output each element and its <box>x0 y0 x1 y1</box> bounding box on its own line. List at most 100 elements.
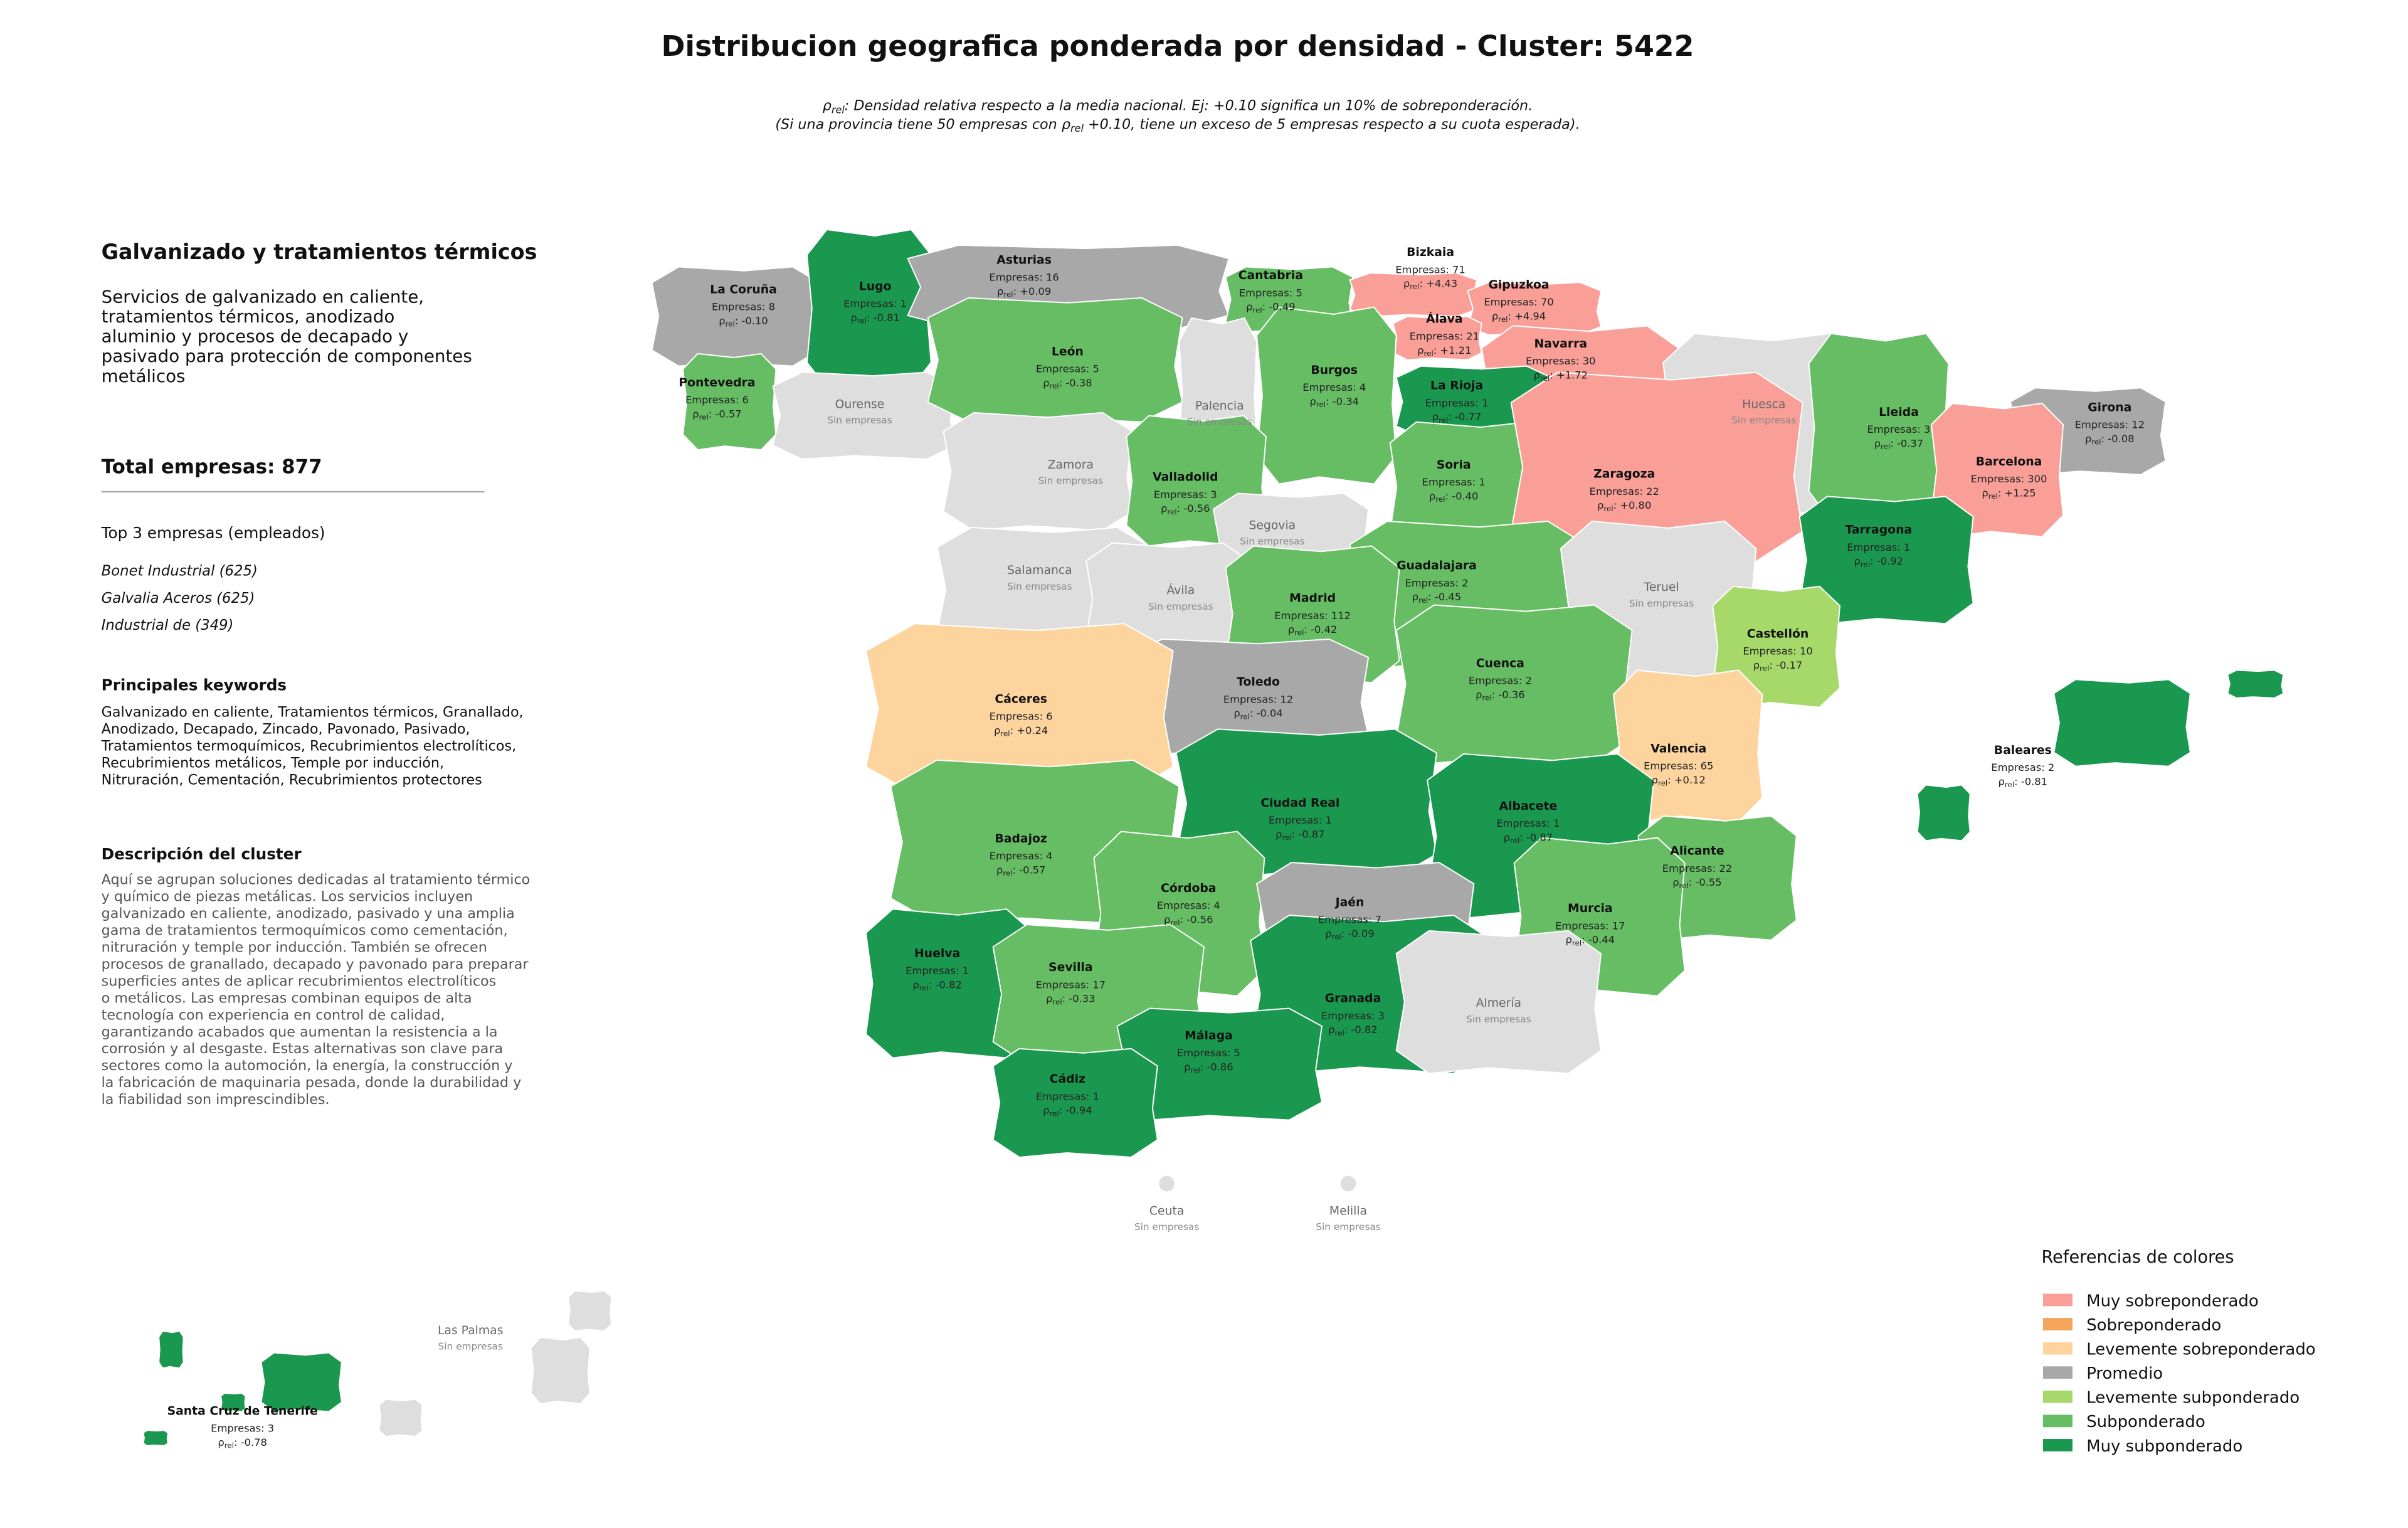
legend-swatch <box>2042 1293 2073 1307</box>
province-name: Jaén <box>1334 896 1365 909</box>
rho-sep: : <box>1519 831 1526 843</box>
province-shape <box>1256 306 1397 485</box>
rho-sep: : <box>1890 437 1897 449</box>
province-name: Granada <box>1325 992 1381 1005</box>
no-data-label: Sin empresas <box>1134 1221 1199 1233</box>
no-data-label: Sin empresas <box>1466 1014 1531 1025</box>
province-count: Empresas: 71 <box>1395 263 1465 275</box>
province-count: Empresas: 6 <box>990 711 1053 723</box>
rho-sub: rel <box>1316 400 1326 409</box>
rho-sep: : <box>1613 499 1620 511</box>
rho-value: -0.33 <box>1069 993 1095 1005</box>
legend-label: Levemente subponderado <box>2086 1389 2300 1408</box>
rho-value: -0.78 <box>241 1436 267 1448</box>
province-count: Empresas: 4 <box>990 850 1053 862</box>
province-name: Santa Cruz de Tenerife <box>167 1404 318 1418</box>
subtitle-text: : Densidad relativa respecto a la media … <box>845 98 1533 114</box>
no-data-label: Sin empresas <box>1148 601 1213 612</box>
province-count: Empresas: 3 <box>1154 489 1217 501</box>
province-shape <box>772 371 957 460</box>
rho-symbol: ρ <box>1652 774 1658 786</box>
province-shape <box>567 1290 613 1332</box>
rho-sub: rel <box>1760 664 1769 673</box>
province-name: Asturias <box>996 253 1052 267</box>
rho-value: -0.38 <box>1065 377 1092 389</box>
province-count: Empresas: 16 <box>989 272 1059 284</box>
rho-value: -0.49 <box>1269 301 1295 313</box>
province-rho: ρrel: -0.10 <box>719 315 768 329</box>
panel-heading: Galvanizado y tratamientos térmicos <box>102 240 537 264</box>
no-data-label: Sin empresas <box>1007 581 1072 592</box>
province-name: León <box>1052 345 1084 358</box>
province-shape <box>2053 679 2191 767</box>
rho-value: -0.57 <box>1019 864 1045 876</box>
legend-swatch <box>2042 1390 2073 1403</box>
summary-line: aluminio y procesos de decapado y <box>102 326 409 347</box>
rho-value: +0.80 <box>1620 499 1651 511</box>
rho-sep: : <box>1059 377 1066 389</box>
rho-value: -0.08 <box>2108 433 2134 445</box>
province-rho: ρrel: -0.81 <box>1999 775 2047 789</box>
rho-value: -0.56 <box>1183 502 1210 514</box>
province-name: Cuenca <box>1476 657 1524 670</box>
rho-symbol: ρ <box>1309 395 1316 407</box>
rho-value: -0.81 <box>2021 775 2047 787</box>
province-rho: ρrel: -0.08 <box>2085 433 2134 447</box>
rho-symbol: ρ <box>1417 344 1423 356</box>
rho-sep: : <box>1769 659 1776 671</box>
province-rho: ρrel: +0.12 <box>1652 774 1706 788</box>
rho-value: -0.42 <box>1311 623 1337 635</box>
rho-sub: rel <box>1498 315 1508 324</box>
rho-symbol: ρ <box>1999 775 2005 787</box>
province-rho: ρrel: +1.21 <box>1417 344 1471 358</box>
rho-value: +0.24 <box>1017 724 1048 736</box>
rho-sep: : <box>1177 502 1184 514</box>
rho-sub: rel <box>1003 869 1012 878</box>
legend-label: Muy subponderado <box>2086 1437 2242 1456</box>
legend-swatch <box>2042 1366 2073 1379</box>
province-shape <box>1916 784 1971 842</box>
province-rho: ρrel: -0.86 <box>1184 1061 1233 1074</box>
description-line: Aquí se agrupan soluciones dedicadas al … <box>102 872 531 888</box>
province-count: Empresas: 1 <box>1496 817 1560 829</box>
rho-symbol: ρ <box>1412 591 1418 603</box>
province-rho: ρrel: -0.37 <box>1874 437 1923 451</box>
rho-value: -0.40 <box>1452 490 1478 502</box>
no-data-label: Sin empresas <box>1316 1221 1380 1233</box>
province-shape <box>142 1430 169 1446</box>
province-count: Empresas: 1 <box>1847 541 1910 553</box>
rho-sub: rel <box>1603 504 1613 513</box>
province-rho: ρrel: -0.78 <box>218 1436 267 1450</box>
rho-value: +0.09 <box>1020 285 1051 297</box>
province-name: Burgos <box>1311 364 1357 377</box>
rho-sub: rel <box>699 413 709 422</box>
rho-sub: rel <box>1170 918 1180 927</box>
rho-sep: : <box>1667 774 1674 786</box>
rho-sep: : <box>1013 285 1020 297</box>
rho-symbol: ρ <box>1043 377 1049 389</box>
province-count: Empresas: 1 <box>1422 476 1486 488</box>
description-line: corrosión y al desgaste. Estas alternati… <box>102 1041 504 1057</box>
province-rho: ρrel: -0.57 <box>692 408 741 422</box>
legend-swatch <box>2042 1439 2073 1451</box>
no-data-label: Sin empresas <box>1240 536 1304 547</box>
province-shape <box>943 411 1134 531</box>
province-shape <box>927 297 1183 423</box>
summary-line: pasivado para protección de componentes <box>102 346 472 366</box>
province-rho: ρrel: -0.82 <box>1328 1024 1377 1037</box>
province-rho: ρrel: +4.43 <box>1403 278 1457 292</box>
rho-sub: rel <box>1988 492 1998 501</box>
rho-sub: rel <box>1282 833 1291 842</box>
rho-symbol: ρ <box>1429 490 1435 502</box>
description-line: procesos de granallado, decapado y pavon… <box>102 956 529 972</box>
province-rho: ρrel: -0.44 <box>1566 934 1615 948</box>
province-name: Palencia <box>1195 400 1244 413</box>
province-name: Huesca <box>1742 398 1785 411</box>
rho-sep: : <box>867 312 874 324</box>
province-count: Empresas: 5 <box>1239 287 1302 299</box>
province-count: Empresas: 4 <box>1157 899 1220 911</box>
description-line: gama de tratamientos termoquímicos como … <box>102 923 508 939</box>
province-rho: ρrel: -0.82 <box>912 979 961 992</box>
province-count: Empresas: 300 <box>1971 473 2047 485</box>
